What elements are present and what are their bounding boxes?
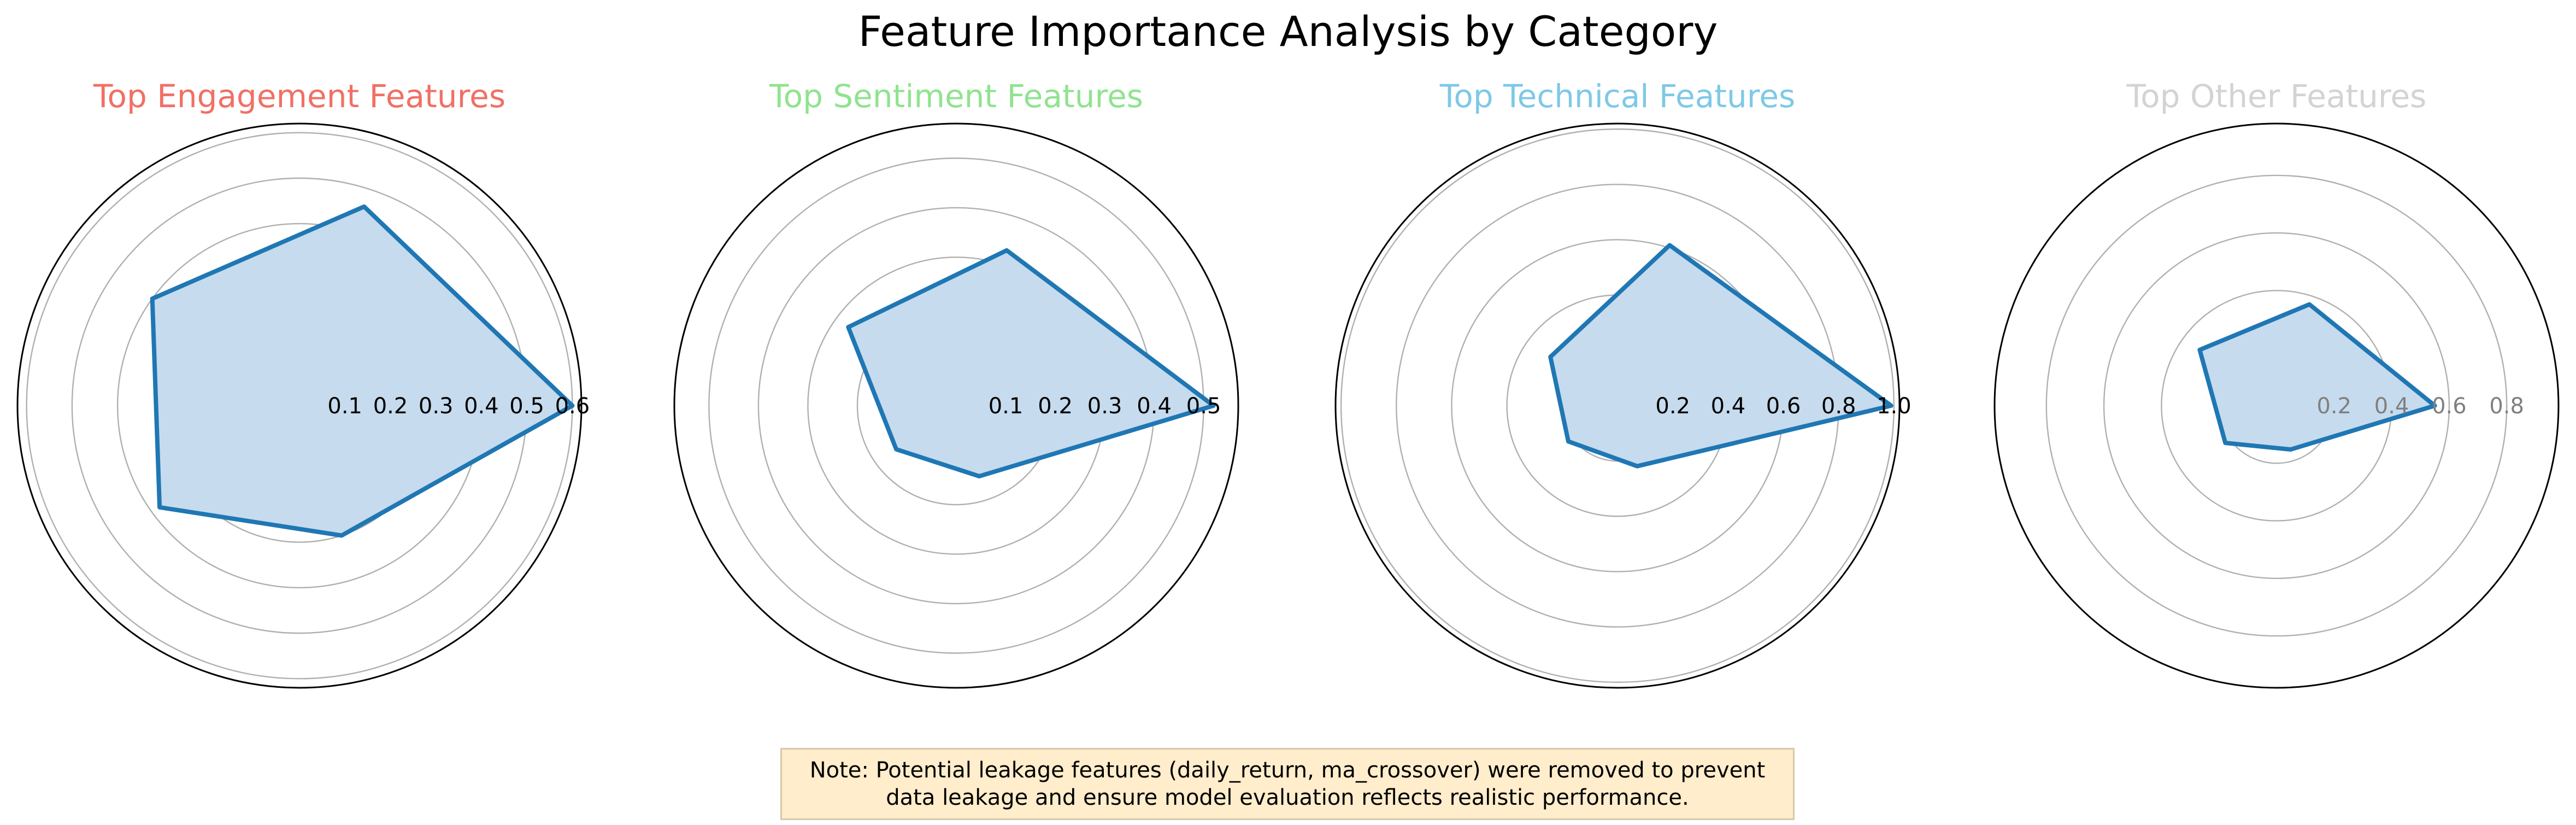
panel-title: Top Sentiment Features bbox=[769, 78, 1143, 115]
outer-frame bbox=[1993, 122, 2560, 689]
series-area bbox=[152, 206, 573, 536]
note-line-2: data leakage and ensure model evaluation… bbox=[886, 785, 1689, 810]
tick-label: 0.8 bbox=[2489, 394, 2524, 419]
tick-label: 0.4 bbox=[464, 394, 499, 419]
series-area bbox=[1550, 245, 1891, 466]
tick-label: 0.6 bbox=[555, 394, 590, 419]
outer-frame bbox=[673, 122, 1239, 689]
grid-circle bbox=[2103, 232, 2450, 580]
series-area bbox=[2199, 304, 2435, 450]
note-line-1: Note: Potential leakage features (daily_… bbox=[809, 758, 1766, 783]
tick-label: 0.4 bbox=[1711, 394, 1746, 419]
series-line bbox=[1548, 243, 1893, 469]
tick-label: 0.6 bbox=[2432, 394, 2467, 419]
tick-label: 0.2 bbox=[2316, 394, 2351, 419]
tick-label: 1.0 bbox=[1877, 394, 1912, 419]
radar-panel-4: Top Other Features 0.2 0.4 0.6 0.8 bbox=[1993, 78, 2560, 689]
series-line bbox=[150, 204, 575, 538]
tick-label: 0.3 bbox=[1087, 394, 1122, 419]
tick-label: 0.5 bbox=[509, 394, 544, 419]
series-line bbox=[846, 248, 1216, 479]
radar-panel-1: Top Engagement Features 0.1 0.2 0.3 0.4 0.5 0.… bbox=[16, 78, 590, 689]
figure-title: Feature Importance Analysis by Category bbox=[858, 7, 1718, 56]
tick-label: 0.3 bbox=[419, 394, 454, 419]
radar-panel-2: Top Sentiment Features 0.1 0.2 0.3 0.4 0.5 bbox=[673, 78, 1239, 689]
outer-frame bbox=[1334, 122, 1901, 689]
series-area bbox=[848, 250, 1214, 477]
tick-label: 0.4 bbox=[1137, 394, 1172, 419]
grid-circle bbox=[2045, 174, 2508, 637]
tick-label: 0.2 bbox=[1038, 394, 1073, 419]
series-line bbox=[2197, 302, 2437, 452]
tick-label: 0.2 bbox=[1655, 394, 1690, 419]
radar-panels: Top Engagement Features 0.1 0.2 0.3 0.4 0.5 0.… bbox=[16, 78, 2560, 689]
panel-title: Top Other Features bbox=[2126, 78, 2427, 115]
note-box: Note: Potential leakage features (daily_… bbox=[780, 748, 1795, 820]
tick-label: 0.1 bbox=[989, 394, 1024, 419]
tick-label: 0.1 bbox=[327, 394, 362, 419]
panel-title: Top Technical Features bbox=[1439, 78, 1795, 115]
tick-label: 0.8 bbox=[1821, 394, 1856, 419]
grid-circle bbox=[1340, 128, 1895, 683]
tick-label: 0.5 bbox=[1186, 394, 1221, 419]
tick-label: 0.6 bbox=[1766, 394, 1801, 419]
tick-label: 0.2 bbox=[373, 394, 408, 419]
outer-frame bbox=[16, 122, 583, 689]
panel-title: Top Engagement Features bbox=[93, 78, 505, 115]
radar-panel-3: Top Technical Features 0.2 0.4 0.6 0.8 1.0 bbox=[1334, 78, 1912, 689]
tick-label: 0.4 bbox=[2374, 394, 2409, 419]
